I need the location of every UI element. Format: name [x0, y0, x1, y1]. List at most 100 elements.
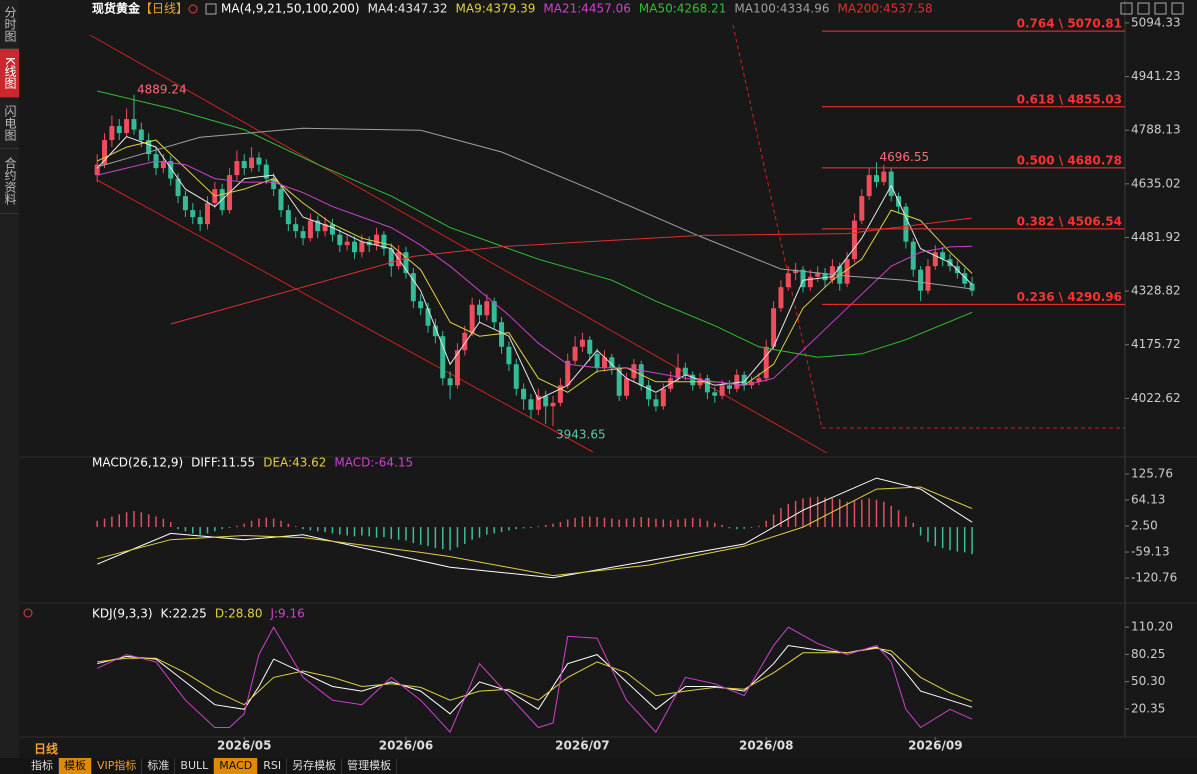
- candle-body: [771, 308, 777, 347]
- sidebar-tab[interactable]: 合约资料: [0, 149, 19, 214]
- icon[interactable]: [1154, 2, 1167, 15]
- indicator-line: [97, 160, 973, 386]
- candle-body: [653, 399, 659, 407]
- candle-body: [352, 241, 358, 253]
- price-annotation: 4696.55: [880, 150, 930, 164]
- y-tick-label: 4481.92: [1131, 230, 1181, 244]
- candle-body: [197, 217, 203, 225]
- channel-line: [96, 179, 594, 453]
- toolbar-button[interactable]: RSI: [258, 758, 288, 774]
- toolbar-button[interactable]: 另存模板: [287, 758, 343, 774]
- candle-body: [124, 119, 130, 134]
- candle-body: [182, 196, 188, 211]
- y-tick-label: 5094.33: [1131, 15, 1181, 29]
- candle-body: [903, 206, 909, 242]
- candle-body: [535, 395, 541, 410]
- candle-body: [410, 273, 416, 302]
- candle-body: [719, 385, 725, 396]
- legend-entry: MA21:4457.06: [543, 2, 631, 16]
- candle-body: [918, 269, 924, 291]
- legend-entry: MA100:4334.96: [734, 2, 829, 16]
- toolbar-button[interactable]: 模板: [59, 758, 92, 774]
- price-annotation: 3943.65: [556, 428, 606, 442]
- candle-body: [116, 126, 122, 134]
- candle-body: [550, 402, 556, 407]
- candle-body: [476, 304, 482, 316]
- candle-body: [675, 367, 681, 379]
- candle-body: [646, 385, 652, 400]
- y-tick-label: -120.76: [1131, 571, 1177, 585]
- candle-body: [800, 269, 806, 288]
- add-icon[interactable]: [188, 4, 198, 14]
- candle-body: [859, 196, 865, 221]
- candle-body: [374, 234, 380, 246]
- candle-body: [432, 325, 438, 337]
- x-tick-label: 2026/09: [908, 739, 962, 753]
- candle-body: [204, 203, 210, 225]
- toolbar-button[interactable]: 管理模板: [342, 758, 398, 774]
- candle-body: [543, 395, 549, 407]
- candle-body: [344, 241, 350, 246]
- sidebar-tab[interactable]: K线图: [0, 49, 19, 98]
- candle-body: [528, 399, 534, 410]
- toolbar-button[interactable]: VIP指标: [92, 758, 143, 774]
- y-tick-label: 4175.72: [1131, 337, 1181, 351]
- candle-body: [94, 164, 100, 176]
- candle-body: [403, 252, 409, 274]
- indicator-line: [96, 626, 973, 734]
- candle-body: [388, 248, 394, 267]
- y-tick-label: -59.13: [1131, 545, 1170, 559]
- candle-body: [249, 157, 255, 169]
- fib-label: 0.618 \ 4855.03: [1017, 92, 1122, 106]
- fib-label: 0.382 \ 4506.54: [1017, 214, 1122, 228]
- legend-entry: MA50:4268.21: [639, 2, 727, 16]
- candle-body: [190, 210, 196, 218]
- legend-entry: MA4:4347.32: [368, 2, 448, 16]
- settings-icon[interactable]: [205, 3, 217, 15]
- candle-body: [712, 392, 718, 396]
- legend-entry: DIFF:11.55: [191, 456, 255, 470]
- candle-body: [704, 378, 710, 393]
- candle-body: [440, 336, 446, 379]
- candle-body: [462, 332, 468, 351]
- candle-body: [256, 157, 262, 165]
- chart: 4022.62 4175.72 4328.82 4481.92 4635.02 4788.…: [20, 0, 1197, 753]
- indicator-line: [97, 644, 973, 715]
- candle-body: [587, 339, 593, 354]
- toolbar-button[interactable]: 指标: [26, 758, 59, 774]
- candle-body: [601, 357, 607, 368]
- legend-entry: KDJ(9,3,3): [92, 607, 153, 621]
- candle-body: [778, 287, 784, 309]
- y-tick-label: 110.20: [1131, 620, 1173, 634]
- indicator-icon[interactable]: [23, 608, 33, 618]
- candle-body: [682, 367, 688, 375]
- icon[interactable]: [1120, 2, 1133, 15]
- toolbar-button[interactable]: MACD: [214, 758, 259, 774]
- toolbar-button[interactable]: 标准: [142, 758, 176, 774]
- candle-body: [925, 266, 931, 291]
- icon[interactable]: [1171, 2, 1184, 15]
- toolbar-button[interactable]: BULL: [175, 758, 215, 774]
- candle-body: [263, 164, 269, 179]
- legend-entry: MA200:4537.58: [838, 2, 933, 16]
- y-tick-label: 2.50: [1131, 519, 1158, 533]
- x-tick-label: 2026/07: [555, 739, 609, 753]
- x-tick-label: 2026/05: [217, 739, 271, 753]
- icon[interactable]: [1137, 2, 1150, 15]
- candle-body: [594, 353, 600, 368]
- candle-body: [300, 231, 306, 239]
- candle-body: [734, 374, 740, 389]
- candle-body: [285, 210, 291, 225]
- candle-body: [763, 346, 769, 379]
- candle-body: [146, 140, 152, 155]
- candle-body: [506, 346, 512, 365]
- candle-body: [572, 346, 578, 361]
- sidebar-tab[interactable]: 闪电图: [0, 98, 19, 149]
- x-tick-label: 2026/08: [739, 739, 793, 753]
- candle-body: [307, 220, 313, 239]
- candle-body: [359, 241, 365, 253]
- candle-body: [726, 385, 732, 389]
- candle-body: [381, 234, 387, 249]
- candle-body: [109, 126, 115, 141]
- sidebar-tab[interactable]: 分时图: [0, 0, 19, 49]
